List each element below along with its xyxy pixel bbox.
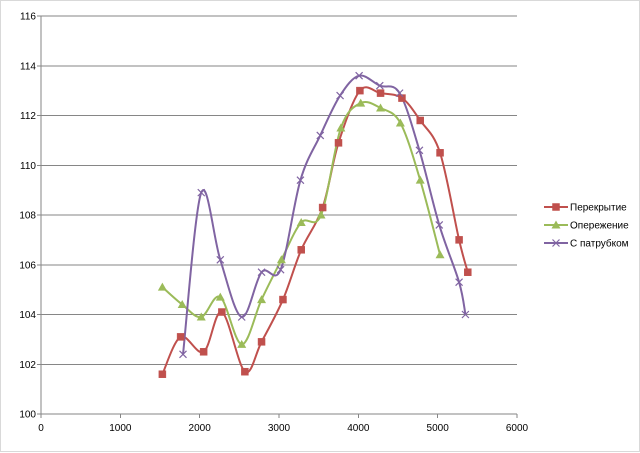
data-point-series-2 xyxy=(376,103,386,112)
marker-x-stroke xyxy=(435,221,444,229)
marker-x-stroke xyxy=(296,176,305,185)
x-tick-label: 4000 xyxy=(347,423,370,434)
data-point-series-3 xyxy=(395,89,404,98)
data-point-series-2 xyxy=(257,295,267,304)
legend-label-1: Перекрытие xyxy=(570,203,627,214)
data-point-series-1 xyxy=(241,367,249,376)
data-point-series-3 xyxy=(355,71,364,80)
data-point-series-3 xyxy=(296,176,305,185)
legend-label-2: Опережение xyxy=(570,221,629,232)
data-point-series-2 xyxy=(177,300,187,309)
data-point-series-2 xyxy=(237,339,247,348)
data-point-series-1 xyxy=(279,295,287,304)
data-point-series-3 xyxy=(336,91,345,100)
legend-label-3: С патрубком xyxy=(570,238,629,250)
data-point-series-1 xyxy=(356,86,364,95)
data-point-series-1 xyxy=(257,338,266,346)
marker-x-stroke xyxy=(179,350,187,359)
data-point-series-2 xyxy=(356,98,366,107)
data-point-series-3 xyxy=(461,310,470,319)
marker-x-stroke xyxy=(461,310,470,319)
y-tick-label: 112 xyxy=(20,111,36,122)
y-tick-label: 102 xyxy=(19,360,36,371)
data-point-series-3 xyxy=(257,268,266,277)
data-point-series-3 xyxy=(316,131,325,140)
marker-x-stroke xyxy=(552,239,560,247)
y-tick-label: 106 xyxy=(19,260,36,271)
data-point-series-1 xyxy=(176,333,185,341)
gridlines xyxy=(41,15,517,415)
data-point-series-1 xyxy=(297,246,305,254)
data-point-series-2 xyxy=(296,217,306,226)
data-point-series-3 xyxy=(276,265,285,274)
data-point-series-1 xyxy=(398,94,406,102)
data-point-series-1 xyxy=(464,268,472,276)
y-tick-label: 114 xyxy=(20,61,36,72)
data-point-series-1 xyxy=(218,308,226,316)
data-point-series-2 xyxy=(435,250,445,259)
data-point-series-1 xyxy=(158,370,167,378)
data-point-series-1 xyxy=(334,139,343,147)
series-markers xyxy=(157,71,472,378)
data-point-series-3 xyxy=(435,221,444,229)
data-point-series-2 xyxy=(395,118,405,127)
data-point-series-3 xyxy=(415,146,424,155)
legend: Перекрытие Опережение С патрубком xyxy=(544,203,629,250)
data-point-series-1 xyxy=(318,203,327,212)
data-point-series-1 xyxy=(376,89,385,97)
data-point-series-3 xyxy=(375,81,384,90)
data-point-series-2 xyxy=(415,175,425,184)
marker-x-stroke xyxy=(375,81,384,90)
marker-x-stroke xyxy=(316,131,325,140)
y-tick-label: 116 xyxy=(20,12,36,23)
marker-x-stroke xyxy=(197,188,206,197)
marker-x-stroke xyxy=(355,71,364,80)
data-point-series-3 xyxy=(237,313,246,321)
data-point-series-1 xyxy=(436,149,444,157)
x-tick-label: 1000 xyxy=(109,423,132,434)
data-point-series-3 xyxy=(455,278,464,287)
series-line-1 xyxy=(161,86,469,375)
marker-x-stroke xyxy=(276,265,285,274)
data-point-series-2 xyxy=(215,292,225,301)
x-tick-label: 0 xyxy=(38,423,44,434)
data-point-series-2 xyxy=(336,123,346,132)
legend-marker-3 xyxy=(552,239,560,247)
axes: 100 102 104 106 108 110 112 114 116 0 1000 2000 3000… xyxy=(19,12,528,435)
data-point-series-2 xyxy=(316,210,326,219)
marker-x-stroke xyxy=(336,91,345,100)
marker-x-stroke xyxy=(415,146,424,155)
legend-marker-2 xyxy=(551,220,561,229)
marker-x-stroke xyxy=(455,278,464,287)
x-tick-label: 3000 xyxy=(268,423,291,434)
y-tick-label: 110 xyxy=(20,161,36,172)
data-point-series-2 xyxy=(157,282,167,291)
data-point-series-2 xyxy=(196,312,206,321)
y-tick-label: 100 xyxy=(19,410,36,421)
x-tick-label: 5000 xyxy=(427,423,450,434)
legend-marker-1 xyxy=(552,203,560,211)
marker-x-stroke xyxy=(237,313,246,321)
y-tick-label: 108 xyxy=(19,211,36,222)
marker-x-stroke xyxy=(216,255,225,264)
data-point-series-3 xyxy=(197,188,206,197)
data-point-series-1 xyxy=(455,236,463,244)
marker-x-stroke xyxy=(395,89,404,98)
x-tick-label: 2000 xyxy=(189,423,212,434)
y-tick-label: 104 xyxy=(19,310,36,321)
data-point-series-3 xyxy=(179,350,187,359)
marker-x-stroke xyxy=(257,268,266,277)
x-tick-label: 6000 xyxy=(506,423,529,434)
data-point-series-1 xyxy=(416,116,424,125)
data-point-series-1 xyxy=(199,348,208,356)
data-point-series-3 xyxy=(216,255,225,264)
data-point-series-2 xyxy=(276,255,286,264)
